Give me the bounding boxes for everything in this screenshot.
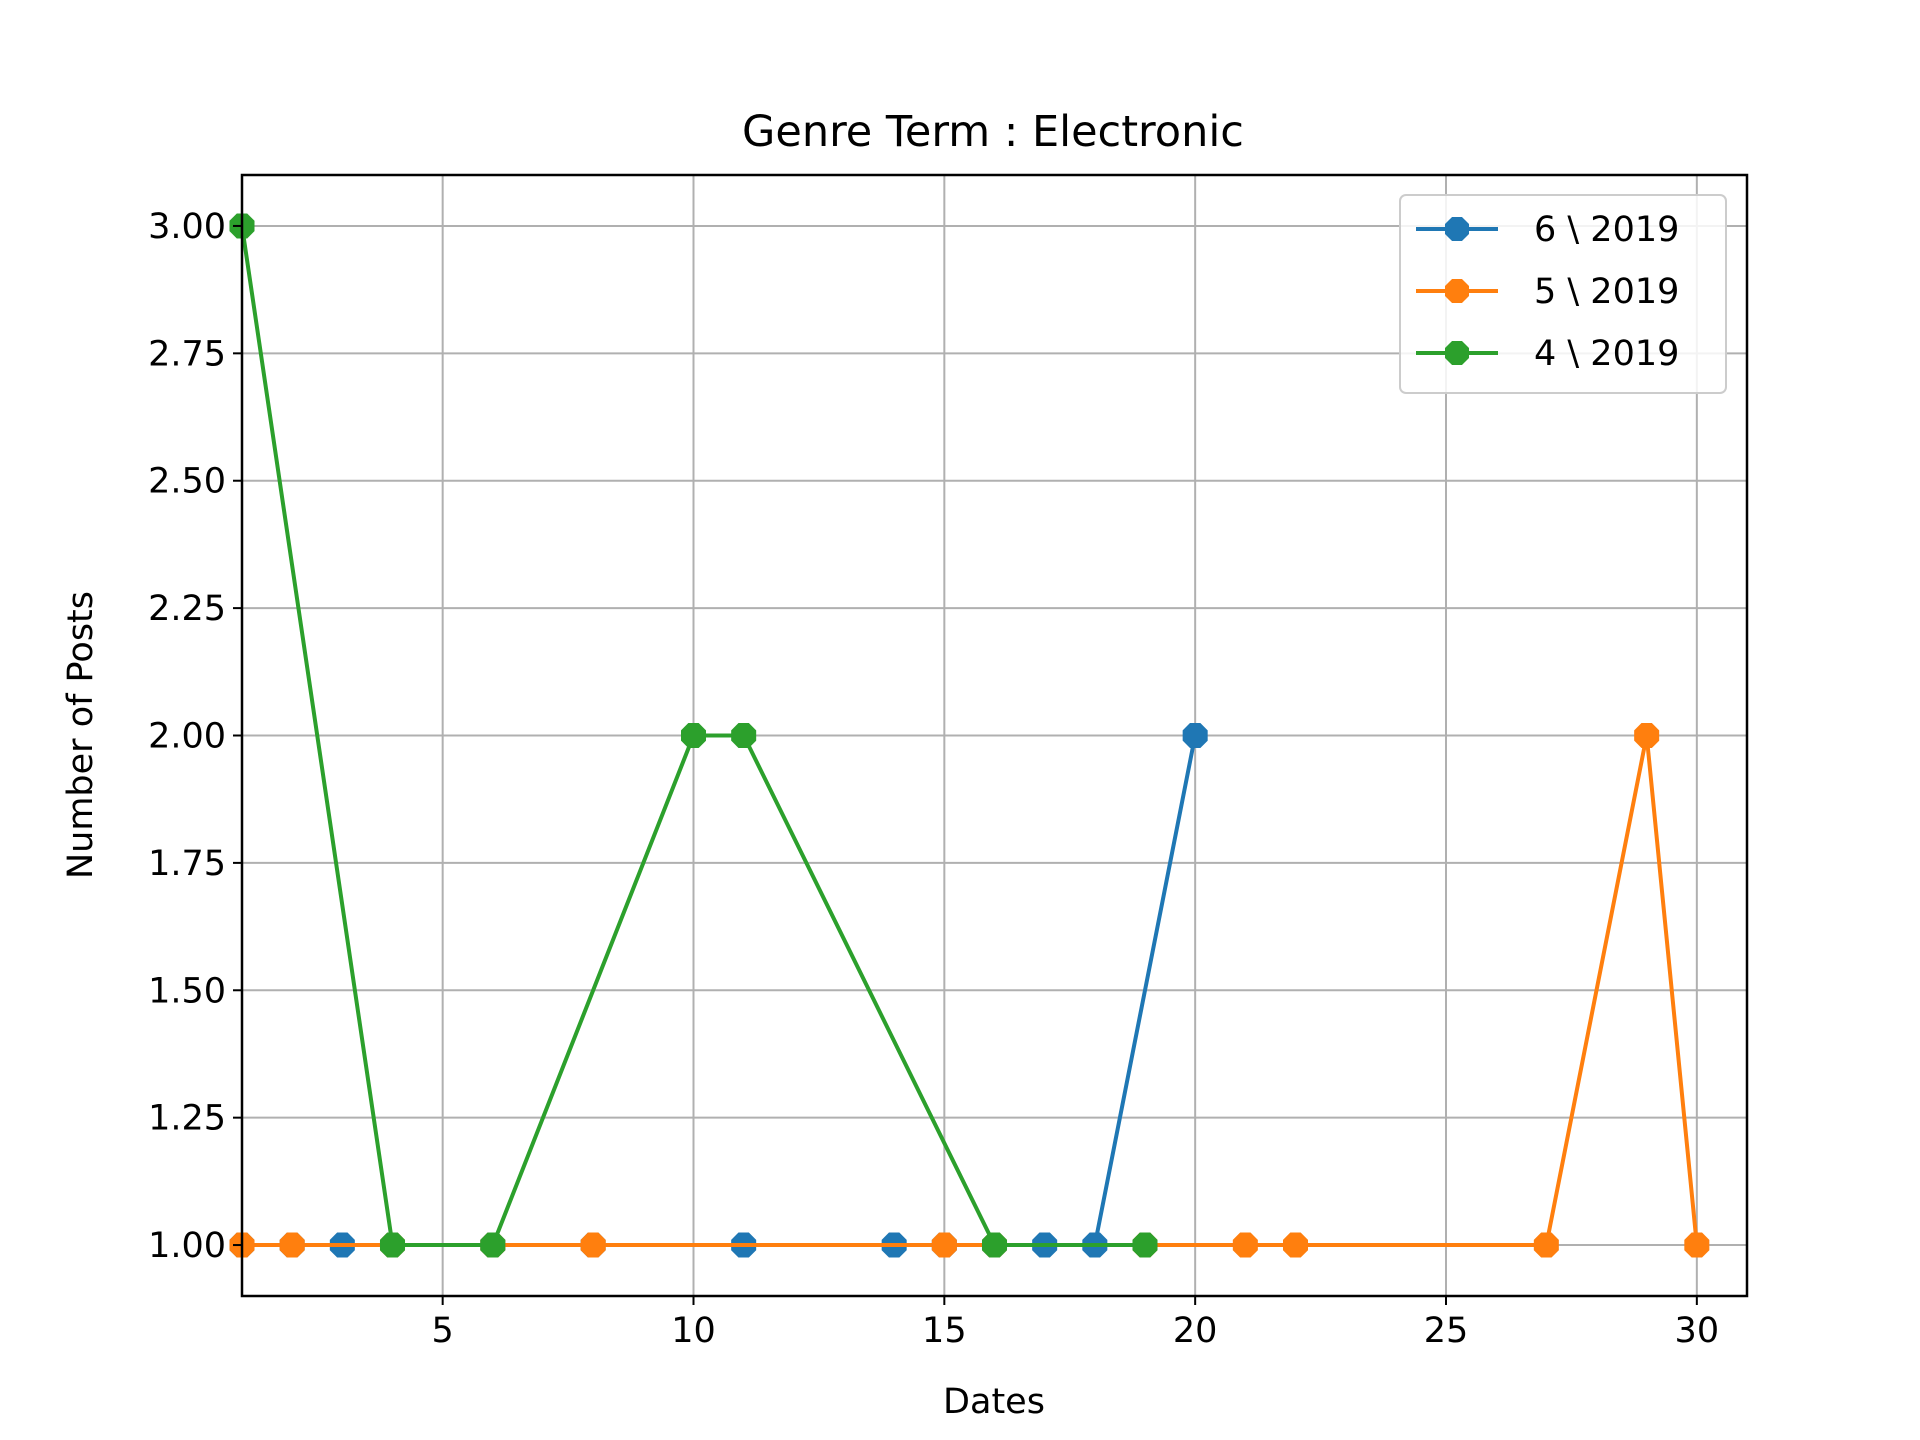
legend-label: 5 \ 2019	[1534, 272, 1679, 312]
chart-title: Genre Term : Electronic	[742, 107, 1244, 157]
data-point	[1182, 722, 1208, 749]
y-tick-label: 1.25	[148, 1099, 226, 1139]
x-axis-label: Dates	[943, 1382, 1045, 1422]
data-point	[1282, 1232, 1309, 1258]
data-point	[1684, 1232, 1710, 1258]
data-point	[1232, 1232, 1258, 1258]
legend-frame	[1399, 194, 1727, 394]
data-point	[931, 1232, 957, 1258]
data-point	[680, 722, 707, 749]
data-point	[731, 722, 757, 749]
data-point	[580, 1232, 606, 1258]
legend: 6 \ 2019 5 \ 2019 4 \ 2019	[1399, 194, 1727, 394]
legend-label: 4 \ 2019	[1534, 334, 1679, 374]
series-layer	[229, 213, 1710, 1258]
x-tick-label: 30	[1675, 1311, 1720, 1351]
legend-entry: 6 \ 2019	[1416, 210, 1679, 250]
x-tick-label: 15	[922, 1311, 967, 1351]
y-tick-label: 2.00	[148, 717, 226, 757]
y-tick-label: 2.25	[148, 589, 226, 629]
legend-label: 6 \ 2019	[1534, 210, 1679, 250]
data-point	[1533, 1232, 1559, 1258]
x-tick-label: 5	[432, 1311, 454, 1351]
x-tick-label: 10	[671, 1311, 716, 1351]
y-tick-label: 1.75	[148, 844, 226, 884]
legend-entry: 5 \ 2019	[1416, 272, 1679, 312]
data-point	[379, 1232, 406, 1258]
x-tick-label: 20	[1173, 1311, 1218, 1351]
series-2	[229, 213, 1158, 1258]
y-tick-label: 3.00	[148, 207, 226, 247]
y-tick-label: 2.75	[148, 334, 226, 374]
grid-lines	[242, 175, 1747, 1296]
y-axis-label: Number of Posts	[61, 591, 101, 879]
x-axis-ticks: 5 10 15 20 25 30	[432, 1296, 1720, 1351]
legend-marker	[1444, 216, 1470, 242]
data-point	[480, 1232, 506, 1258]
data-point	[1634, 722, 1660, 749]
data-point	[279, 1232, 305, 1258]
y-tick-label: 1.00	[148, 1226, 226, 1266]
legend-entry: 4 \ 2019	[1416, 334, 1679, 374]
y-axis-ticks: 1.00 1.25 1.50 1.75 2.00 2.25 2.50 2.75 3.00	[148, 207, 242, 1266]
y-tick-label: 1.50	[148, 971, 226, 1011]
legend-marker	[1444, 340, 1470, 366]
x-tick-label: 25	[1424, 1311, 1469, 1351]
data-point	[1132, 1232, 1158, 1258]
y-tick-label: 2.50	[148, 462, 226, 502]
data-point	[981, 1232, 1008, 1258]
legend-marker	[1444, 278, 1470, 304]
